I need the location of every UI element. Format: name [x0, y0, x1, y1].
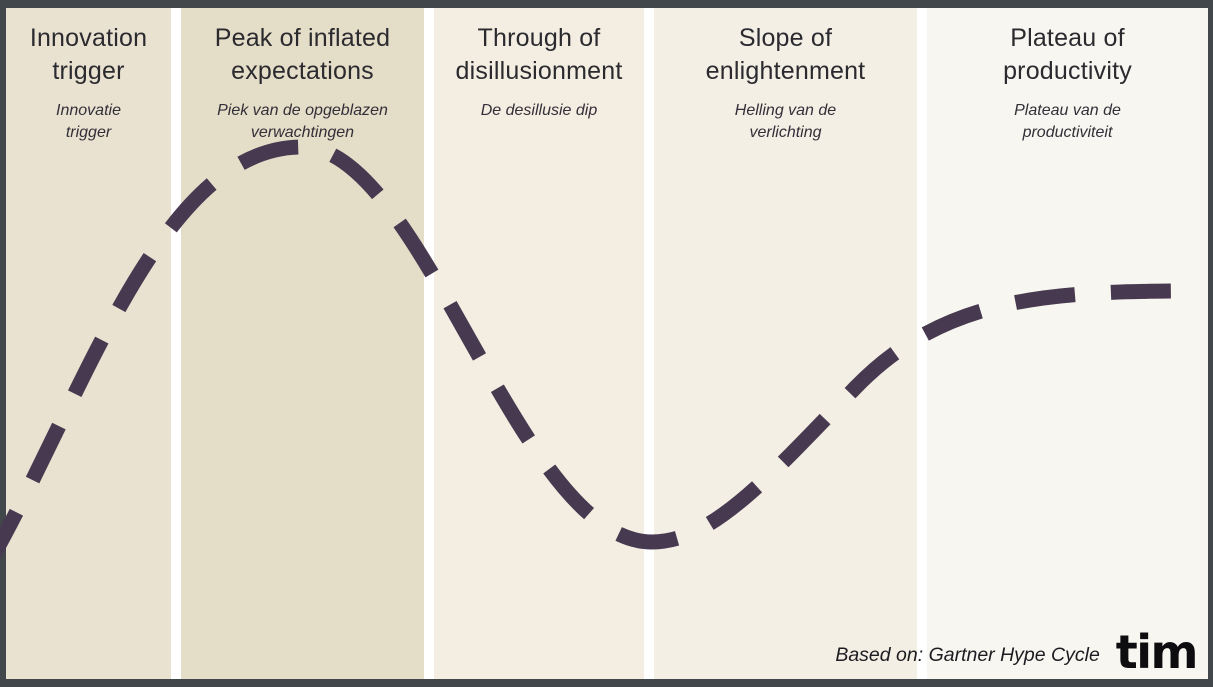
tim-logo: tim — [1115, 625, 1199, 679]
hype-cycle-canvas: Innovation trigger Innovatie trigger Pea… — [6, 8, 1208, 679]
phase-column: Innovation trigger Innovatie trigger — [6, 8, 171, 679]
phase-title: Plateau of productivity — [1003, 24, 1132, 85]
credit-text: Based on: Gartner Hype Cycle — [835, 643, 1100, 666]
phase-title: Peak of inflated expectations — [214, 24, 391, 85]
phase-column: Through of disillusionment De desillusie… — [434, 8, 644, 679]
phase-subtitle: Helling van de verlichting — [734, 102, 837, 141]
phase-column: Peak of inflated expectations Piek van d… — [181, 8, 424, 679]
phase-column: Plateau of productivity Plateau van de p… — [927, 8, 1208, 679]
phase-title: Innovation trigger — [29, 24, 148, 85]
phase-subtitle: Plateau van de productiviteit — [1014, 102, 1121, 141]
phase-subtitle: De desillusie dip — [480, 102, 598, 119]
phase-subtitle: Innovatie trigger — [56, 102, 121, 141]
phase-title: Through of disillusionment — [455, 24, 623, 85]
phase-subtitle: Piek van de opgeblazen verwachtingen — [217, 102, 388, 141]
footer: Based on: Gartner Hype Cycle tim — [835, 625, 1199, 679]
phase-column: Slope of enlightenment Helling van de ve… — [654, 8, 917, 679]
phase-title: Slope of enlightenment — [705, 24, 866, 85]
